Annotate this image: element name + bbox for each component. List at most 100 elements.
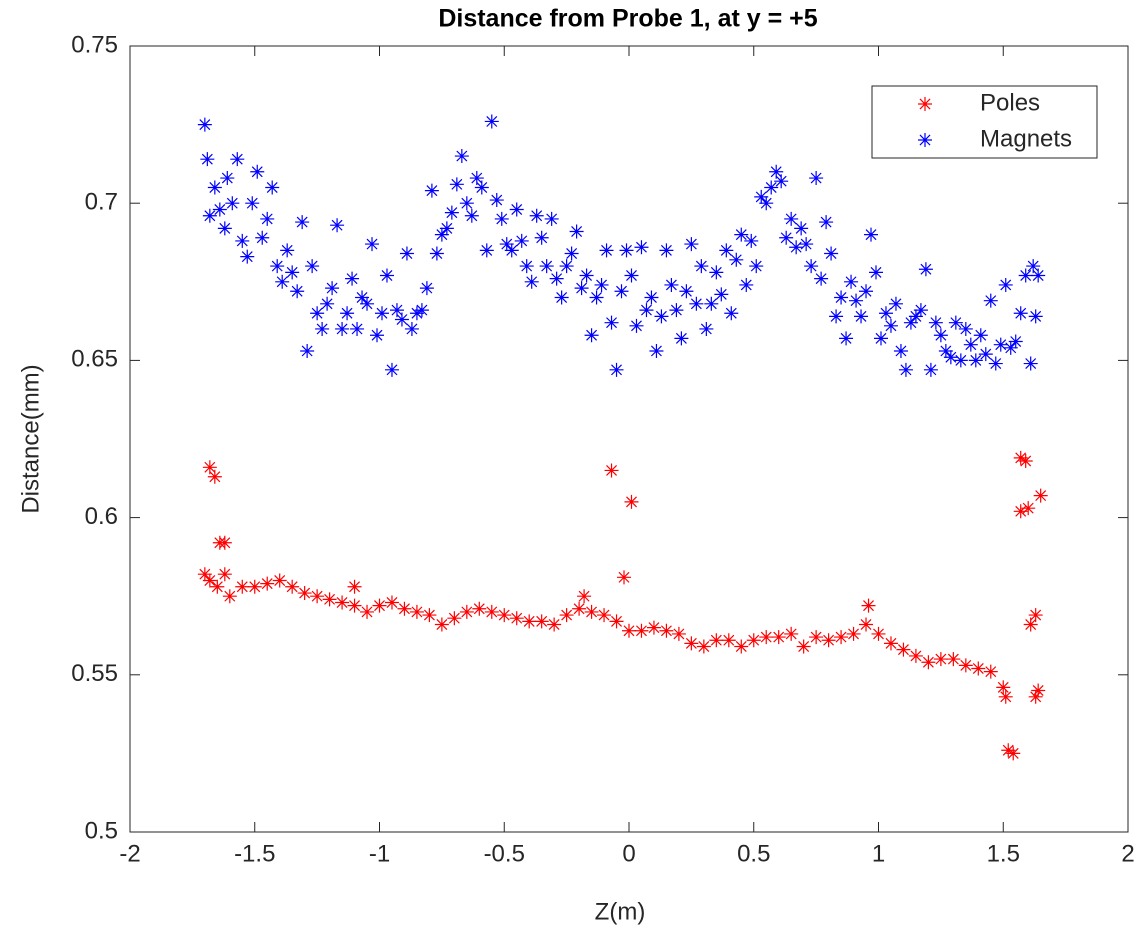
point [1026, 259, 1041, 274]
point [996, 680, 1011, 695]
point [614, 284, 629, 299]
point [414, 303, 429, 318]
point [574, 281, 589, 296]
point [888, 296, 903, 311]
point [429, 246, 444, 261]
point [347, 579, 362, 594]
point [597, 608, 612, 623]
point [577, 589, 592, 604]
point [859, 617, 874, 632]
point [509, 202, 524, 217]
legend-label: Poles [980, 89, 1040, 116]
point [671, 626, 686, 641]
chart-title: Distance from Probe 1, at y = +5 [438, 5, 817, 33]
point [497, 608, 512, 623]
point [746, 633, 761, 648]
point [871, 626, 886, 641]
point [509, 611, 524, 626]
point [696, 639, 711, 654]
point [639, 303, 654, 318]
point [624, 268, 639, 283]
point [524, 274, 539, 289]
point [599, 243, 614, 258]
point [365, 237, 380, 252]
point [1003, 340, 1018, 355]
point [624, 494, 639, 509]
point [689, 296, 704, 311]
point [202, 460, 217, 475]
point [484, 114, 499, 129]
point [659, 623, 674, 638]
x-tick-label: 0.5 [737, 840, 770, 867]
point [679, 284, 694, 299]
point [734, 639, 749, 654]
point [1033, 488, 1048, 503]
point [634, 623, 649, 638]
point [280, 243, 295, 258]
point [439, 221, 454, 236]
point [634, 240, 649, 255]
point [928, 315, 943, 330]
point [295, 215, 310, 230]
point [659, 243, 674, 258]
point [694, 259, 709, 274]
x-tick-label: 2 [1121, 840, 1134, 867]
point [325, 281, 340, 296]
point [335, 321, 350, 336]
point [774, 174, 789, 189]
point [409, 306, 424, 321]
point [839, 331, 854, 346]
point [479, 243, 494, 258]
point [260, 576, 275, 591]
point [389, 303, 404, 318]
point [464, 208, 479, 223]
point [217, 535, 232, 550]
point [883, 636, 898, 651]
point [764, 180, 779, 195]
point [664, 277, 679, 292]
point [1013, 504, 1028, 519]
point [824, 246, 839, 261]
point [896, 642, 911, 657]
point [584, 604, 599, 619]
point [394, 312, 409, 327]
legend-box [871, 85, 1098, 159]
point [958, 658, 973, 673]
y-tick-label: 0.6 [85, 503, 118, 530]
point [240, 249, 255, 264]
point [569, 224, 584, 239]
point [260, 211, 275, 226]
point [554, 290, 569, 305]
point [484, 604, 499, 619]
point [549, 271, 564, 286]
y-tick-label: 0.75 [71, 31, 118, 58]
point [861, 598, 876, 613]
point [617, 570, 632, 585]
point [983, 293, 998, 308]
point [419, 281, 434, 296]
point [849, 293, 864, 308]
point [908, 309, 923, 324]
point [971, 661, 986, 676]
point [834, 630, 849, 645]
point [197, 567, 212, 582]
point [529, 208, 544, 223]
point [759, 196, 774, 211]
point [809, 171, 824, 186]
point [918, 262, 933, 277]
point [604, 463, 619, 478]
point [834, 290, 849, 305]
point [923, 362, 938, 377]
y-axis-label: Distance(mm) [17, 364, 44, 513]
point [534, 614, 549, 629]
point [719, 243, 734, 258]
point [946, 652, 961, 667]
point [222, 589, 237, 604]
point [559, 259, 574, 274]
point [330, 218, 345, 233]
point [948, 315, 963, 330]
point [709, 265, 724, 280]
point [310, 306, 325, 321]
